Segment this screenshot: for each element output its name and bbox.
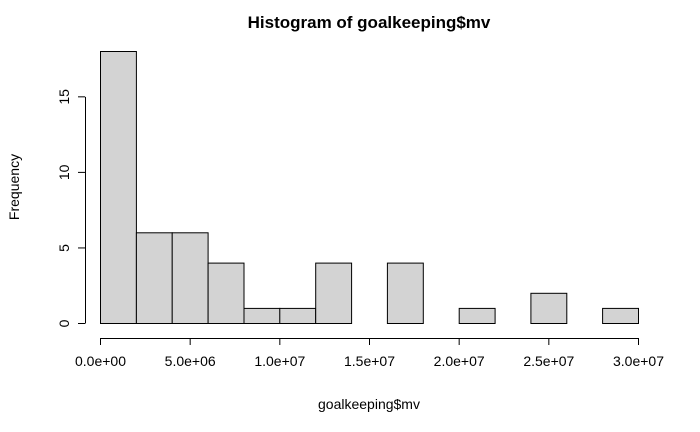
x-axis: 0.0e+00 5.0e+06 1.0e+07 1.5e+07 2.0e+07 2.5e+… [75,338,664,369]
y-axis-label: Frequency [6,154,22,220]
x-tick-label: 2.0e+07 [434,353,485,369]
x-tick-label: 0.0e+00 [75,353,126,369]
y-tick-label: 5 [56,244,72,252]
y-tick-label: 10 [56,164,72,180]
histogram-bar [315,262,353,325]
histogram-bar [135,232,173,324]
histogram-bar [602,307,639,324]
histogram-bar [243,307,281,324]
x-tick-label: 2.5e+07 [523,353,574,369]
y-tick-label: 0 [56,319,72,327]
x-axis-label: goalkeeping$mv [318,396,420,412]
histogram-bar [171,232,209,324]
histogram-bar [207,262,245,325]
x-tick-label: 1.5e+07 [344,353,395,369]
bars-group [100,51,639,325]
x-tick-label: 1.0e+07 [254,353,305,369]
chart-title: Histogram of goalkeeping$mv [248,13,491,32]
histogram-bar [279,307,317,324]
histogram-bar [100,51,137,324]
histogram-bar [386,262,424,325]
x-tick-label: 5.0e+06 [165,353,216,369]
y-tick-label: 15 [56,89,72,105]
histogram-bar [458,307,496,324]
histogram-bar [530,292,568,324]
y-axis: 0 5 10 15 [56,89,86,327]
x-tick-label: 3.0e+07 [613,353,664,369]
